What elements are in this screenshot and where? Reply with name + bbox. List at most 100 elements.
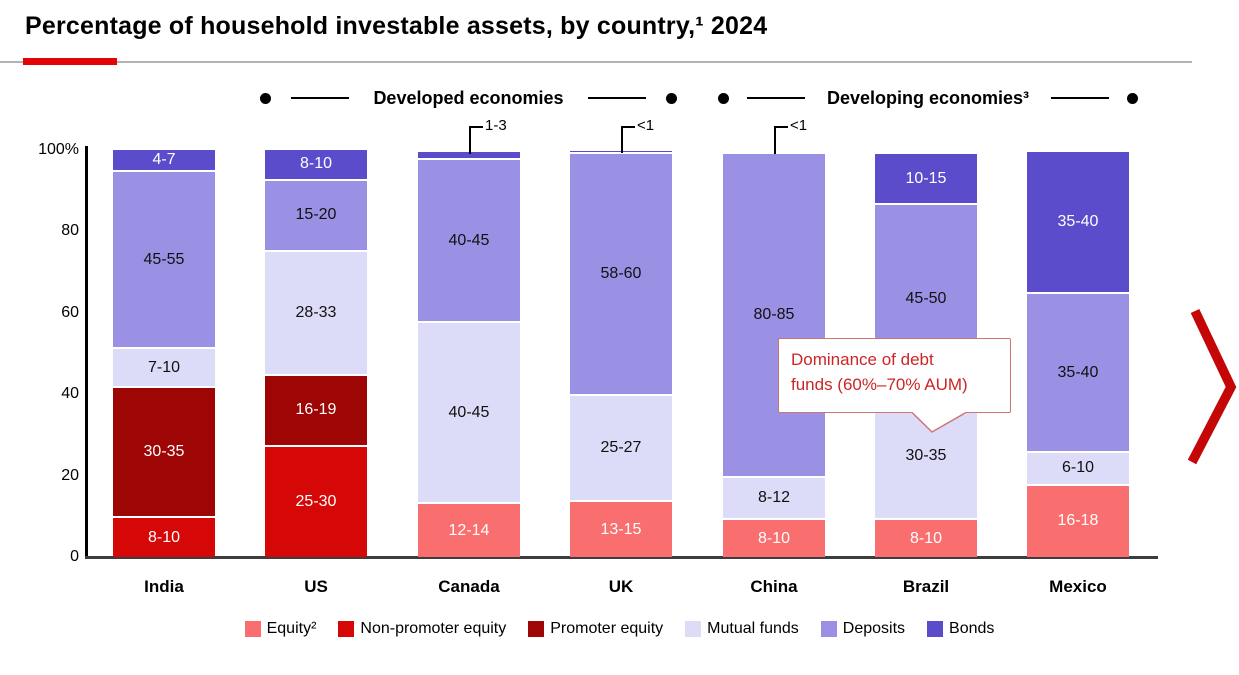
bar-segment-label: 16-18 [1057, 512, 1099, 530]
bar-segment-label: 80-85 [753, 305, 795, 323]
y-axis-tick-label: 60 [61, 303, 79, 321]
group-header-label: Developing economies³ [826, 87, 1030, 108]
legend-swatch-equity [244, 621, 261, 637]
bar-segment-label: 8-10 [757, 529, 791, 547]
bullet-dot-icon [665, 92, 677, 104]
bar-segment-deposits: 80-85 [723, 154, 825, 478]
country-label: UK [608, 577, 634, 596]
bar-segment-mutual: 40-45 [418, 322, 520, 505]
bullet-dot-icon [718, 92, 729, 104]
country-label: India [144, 577, 184, 596]
bar-segment-bonds: 10-15 [875, 154, 977, 205]
bar-segment-bonds: 35-40 [1027, 152, 1129, 295]
legend-label: Equity² [266, 620, 317, 637]
annotation-bracket-icon [469, 126, 483, 155]
annotation-label: <1 [790, 117, 808, 134]
bar-segment-label: 15-20 [295, 206, 337, 224]
bullet-dot-icon [1126, 92, 1138, 104]
bar-segment-label: 35-40 [1057, 363, 1099, 381]
country-label: Mexico [1049, 577, 1107, 596]
bar-brazil: 10-15 45-50 30-35 8-10 [875, 154, 977, 557]
y-axis-tick-label: 0 [70, 548, 79, 565]
connector-line [587, 96, 646, 100]
bar-segment-mutual: 25-27 [570, 396, 672, 503]
bar-segment-equity: 8-10 [875, 520, 977, 557]
bar-segment-label: 8-10 [299, 155, 333, 173]
bar-segment-label: 10-15 [905, 169, 947, 187]
y-axis-line [85, 146, 88, 558]
legend-item: Bonds [927, 620, 994, 638]
bar-segment-mutual: 28-33 [265, 251, 367, 376]
legend-item: Non-promoter equity [338, 620, 506, 638]
bullet-dot-icon [260, 92, 271, 104]
next-chevron-icon [1187, 308, 1237, 465]
annotation-bracket-icon [621, 126, 635, 153]
bar-segment-equity: 16-18 [1027, 485, 1129, 557]
bar-mexico: 35-40 35-40 6-10 16-18 [1027, 152, 1129, 557]
legend-swatch-non_promoter [338, 621, 355, 637]
bar-segment-label: 40-45 [448, 231, 490, 249]
annotation-label: <1 [637, 117, 655, 134]
legend-item: Equity² [244, 620, 317, 638]
bar-segment-label: 6-10 [1061, 459, 1095, 477]
group-header-developed: Developed economies [260, 86, 677, 110]
y-axis-tick-label: 100% [38, 141, 79, 158]
legend-item: Mutual funds [685, 620, 799, 638]
country-label: Brazil [902, 577, 950, 596]
bar-china: 80-85 8-12 8-10 [723, 151, 825, 557]
connector-line [1051, 96, 1109, 100]
bar-segment-label: 25-27 [600, 439, 642, 457]
bar-segment-deposits: 45-55 [113, 172, 215, 350]
bar-segment-label: 30-35 [143, 443, 185, 461]
bar-segment-label: 40-45 [448, 403, 490, 421]
connector-line [291, 96, 350, 100]
callout-tail-icon [911, 411, 967, 433]
country-label: US [304, 577, 328, 596]
annotation-bracket-icon [774, 126, 788, 154]
bar-segment-label: 30-35 [905, 447, 947, 465]
bar-segment-label: 25-30 [295, 493, 337, 511]
callout-box: Dominance of debt funds (60%–70% AUM) [778, 338, 1011, 413]
bar-segment-mutual: 6-10 [1027, 453, 1129, 486]
bar-segment-label: 8-10 [909, 529, 943, 547]
group-header-developing: Developing economies³ [718, 86, 1138, 110]
annotation-label: 1-3 [485, 117, 507, 134]
legend-item: Deposits [820, 620, 906, 638]
connector-line [746, 96, 805, 100]
legend-label: Deposits [842, 620, 906, 637]
legend-label: Non-promoter equity [360, 620, 507, 637]
country-label: Canada [438, 577, 500, 596]
legend-swatch-mutual [685, 621, 702, 637]
bar-segment-bonds: 8-10 [265, 150, 367, 181]
bar-segment-label: 35-40 [1057, 213, 1099, 231]
legend-swatch-promoter [528, 621, 545, 637]
legend-label: Promoter equity [550, 620, 664, 637]
group-header-label: Developed economies [373, 87, 564, 108]
y-axis-tick-label: 80 [61, 222, 79, 240]
bar-india: 4-7 45-55 7-10 30-35 8-10 [113, 150, 215, 557]
bar-segment-equity: 13-15 [570, 502, 672, 557]
bar-segment-mutual: 8-12 [723, 477, 825, 521]
bar-canada: 40-45 40-45 12-14 [418, 152, 520, 557]
bar-segment-promoter: 30-35 [113, 388, 215, 519]
bar-segment-label: 58-60 [600, 265, 642, 283]
bar-segment-bonds [418, 152, 520, 161]
bar-segment-deposits: 40-45 [418, 160, 520, 323]
bar-segment-label: 16-19 [295, 401, 337, 419]
bar-segment-label: 12-14 [448, 521, 490, 539]
bar-us: 8-10 15-20 28-33 16-19 25-30 [265, 150, 367, 557]
bar-uk: 58-60 25-27 13-15 [570, 150, 672, 557]
bar-segment-deposits: 58-60 [570, 154, 672, 397]
bar-segment-label: 8-10 [147, 528, 181, 546]
bar-segment-mutual: 7-10 [113, 349, 215, 389]
bar-segment-bonds: 4-7 [113, 150, 215, 173]
legend-swatch-bonds [927, 621, 944, 637]
country-label: China [750, 577, 798, 596]
bar-segment-equity: 12-14 [418, 504, 520, 557]
chart-title: Percentage of household investable asset… [25, 12, 768, 40]
legend-label: Mutual funds [707, 620, 799, 637]
bar-segment-label: 4-7 [152, 151, 176, 169]
bar-segment-label: 28-33 [295, 303, 337, 321]
callout-text-line: Dominance of debt [791, 350, 934, 369]
